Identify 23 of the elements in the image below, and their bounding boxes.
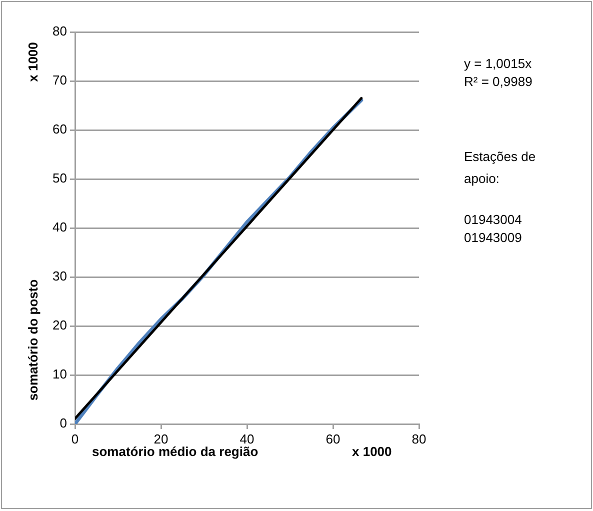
x-tick-label: 0 <box>71 431 79 446</box>
y-tick-label: 30 <box>52 268 67 284</box>
y-tick-label: 40 <box>52 220 67 235</box>
y-tick-label: 10 <box>52 366 67 382</box>
y-tick-label: 70 <box>52 72 67 88</box>
text: R² = 0,9989 <box>464 74 532 89</box>
x-tick-label: 20 <box>154 431 168 446</box>
x-axis-title: somatório médio da região <box>92 444 258 459</box>
x-tick-label: 80 <box>412 431 426 446</box>
text: 01943004 <box>464 212 522 227</box>
text: y = 1,0015x <box>464 56 532 71</box>
text: Estações de apoio: <box>464 148 537 188</box>
y-tick-label: 60 <box>52 122 67 137</box>
y-axis-title: somatório do posto <box>26 279 40 401</box>
y-tick-label: 80 <box>52 24 67 39</box>
y-tick-label: 20 <box>52 318 67 333</box>
text: x 1000 <box>26 42 40 82</box>
y-tick-label: 0 <box>60 416 67 431</box>
y-tick-label: 50 <box>52 170 67 186</box>
text: x 1000 <box>352 444 392 459</box>
x-tick-label: 60 <box>326 431 340 446</box>
x-tick-label: 40 <box>240 431 254 446</box>
text: 01943009 <box>464 230 522 245</box>
